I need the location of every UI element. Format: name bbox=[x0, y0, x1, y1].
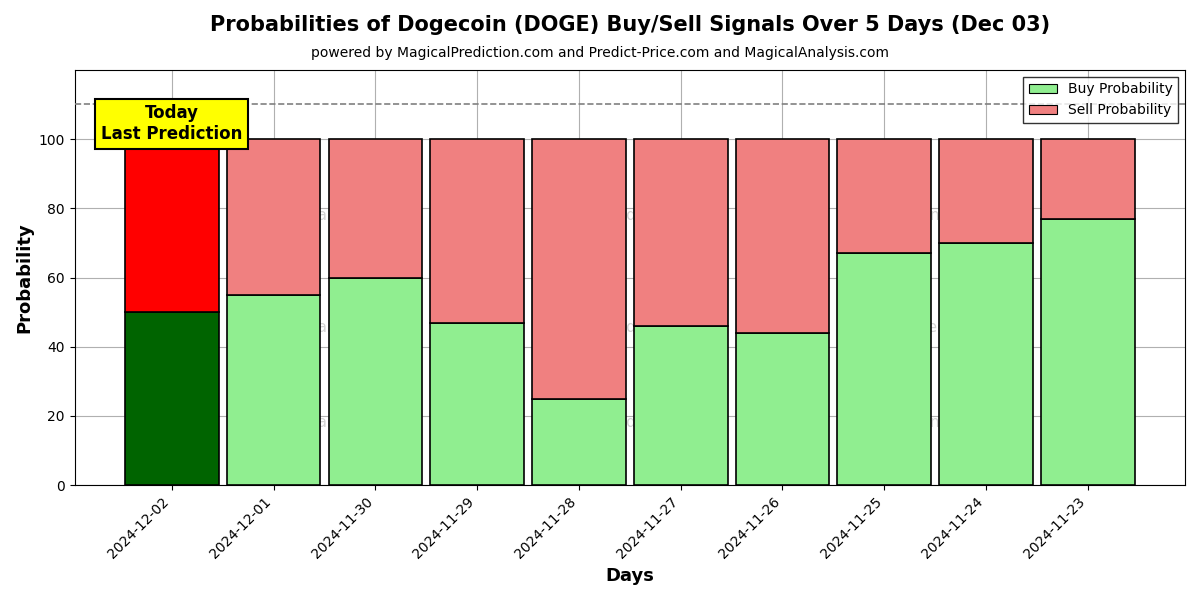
Bar bbox=[329, 139, 422, 278]
Bar bbox=[940, 243, 1033, 485]
Text: MagicalAnalysis.com: MagicalAnalysis.com bbox=[862, 208, 1020, 223]
Y-axis label: Probability: Probability bbox=[16, 222, 34, 333]
Bar bbox=[1040, 218, 1134, 485]
Bar bbox=[125, 312, 218, 485]
Text: MagicalAnalysis.com: MagicalAnalysis.com bbox=[862, 415, 1020, 430]
Bar bbox=[227, 139, 320, 295]
Text: MagicalPrediction.com: MagicalPrediction.com bbox=[544, 320, 716, 335]
Text: powered by MagicalPrediction.com and Predict-Price.com and MagicalAnalysis.com: powered by MagicalPrediction.com and Pre… bbox=[311, 46, 889, 60]
Bar bbox=[634, 139, 727, 326]
Bar bbox=[431, 323, 524, 485]
Bar bbox=[329, 278, 422, 485]
Bar bbox=[838, 253, 931, 485]
Bar bbox=[227, 295, 320, 485]
Bar bbox=[634, 326, 727, 485]
Bar bbox=[736, 139, 829, 333]
Bar bbox=[736, 333, 829, 485]
Text: MagicalAnalysis.com: MagicalAnalysis.com bbox=[239, 320, 398, 335]
Text: MagicalPrediction.com: MagicalPrediction.com bbox=[544, 208, 716, 223]
Bar bbox=[532, 398, 625, 485]
Text: MagicalAnalysis.com: MagicalAnalysis.com bbox=[239, 415, 398, 430]
Text: MagicalAnalysis.com: MagicalAnalysis.com bbox=[239, 208, 398, 223]
Bar bbox=[431, 139, 524, 323]
Bar bbox=[1040, 139, 1134, 218]
Title: Probabilities of Dogecoin (DOGE) Buy/Sell Signals Over 5 Days (Dec 03): Probabilities of Dogecoin (DOGE) Buy/Sel… bbox=[210, 15, 1050, 35]
X-axis label: Days: Days bbox=[605, 567, 654, 585]
Bar bbox=[838, 139, 931, 253]
Text: MagicalPrediction.com: MagicalPrediction.com bbox=[544, 415, 716, 430]
Legend: Buy Probability, Sell Probability: Buy Probability, Sell Probability bbox=[1024, 77, 1178, 123]
Bar bbox=[125, 139, 218, 312]
Text: MagicalPrediction.com: MagicalPrediction.com bbox=[854, 320, 1027, 335]
Bar bbox=[532, 139, 625, 398]
Text: Today
Last Prediction: Today Last Prediction bbox=[101, 104, 242, 143]
Bar bbox=[940, 139, 1033, 243]
